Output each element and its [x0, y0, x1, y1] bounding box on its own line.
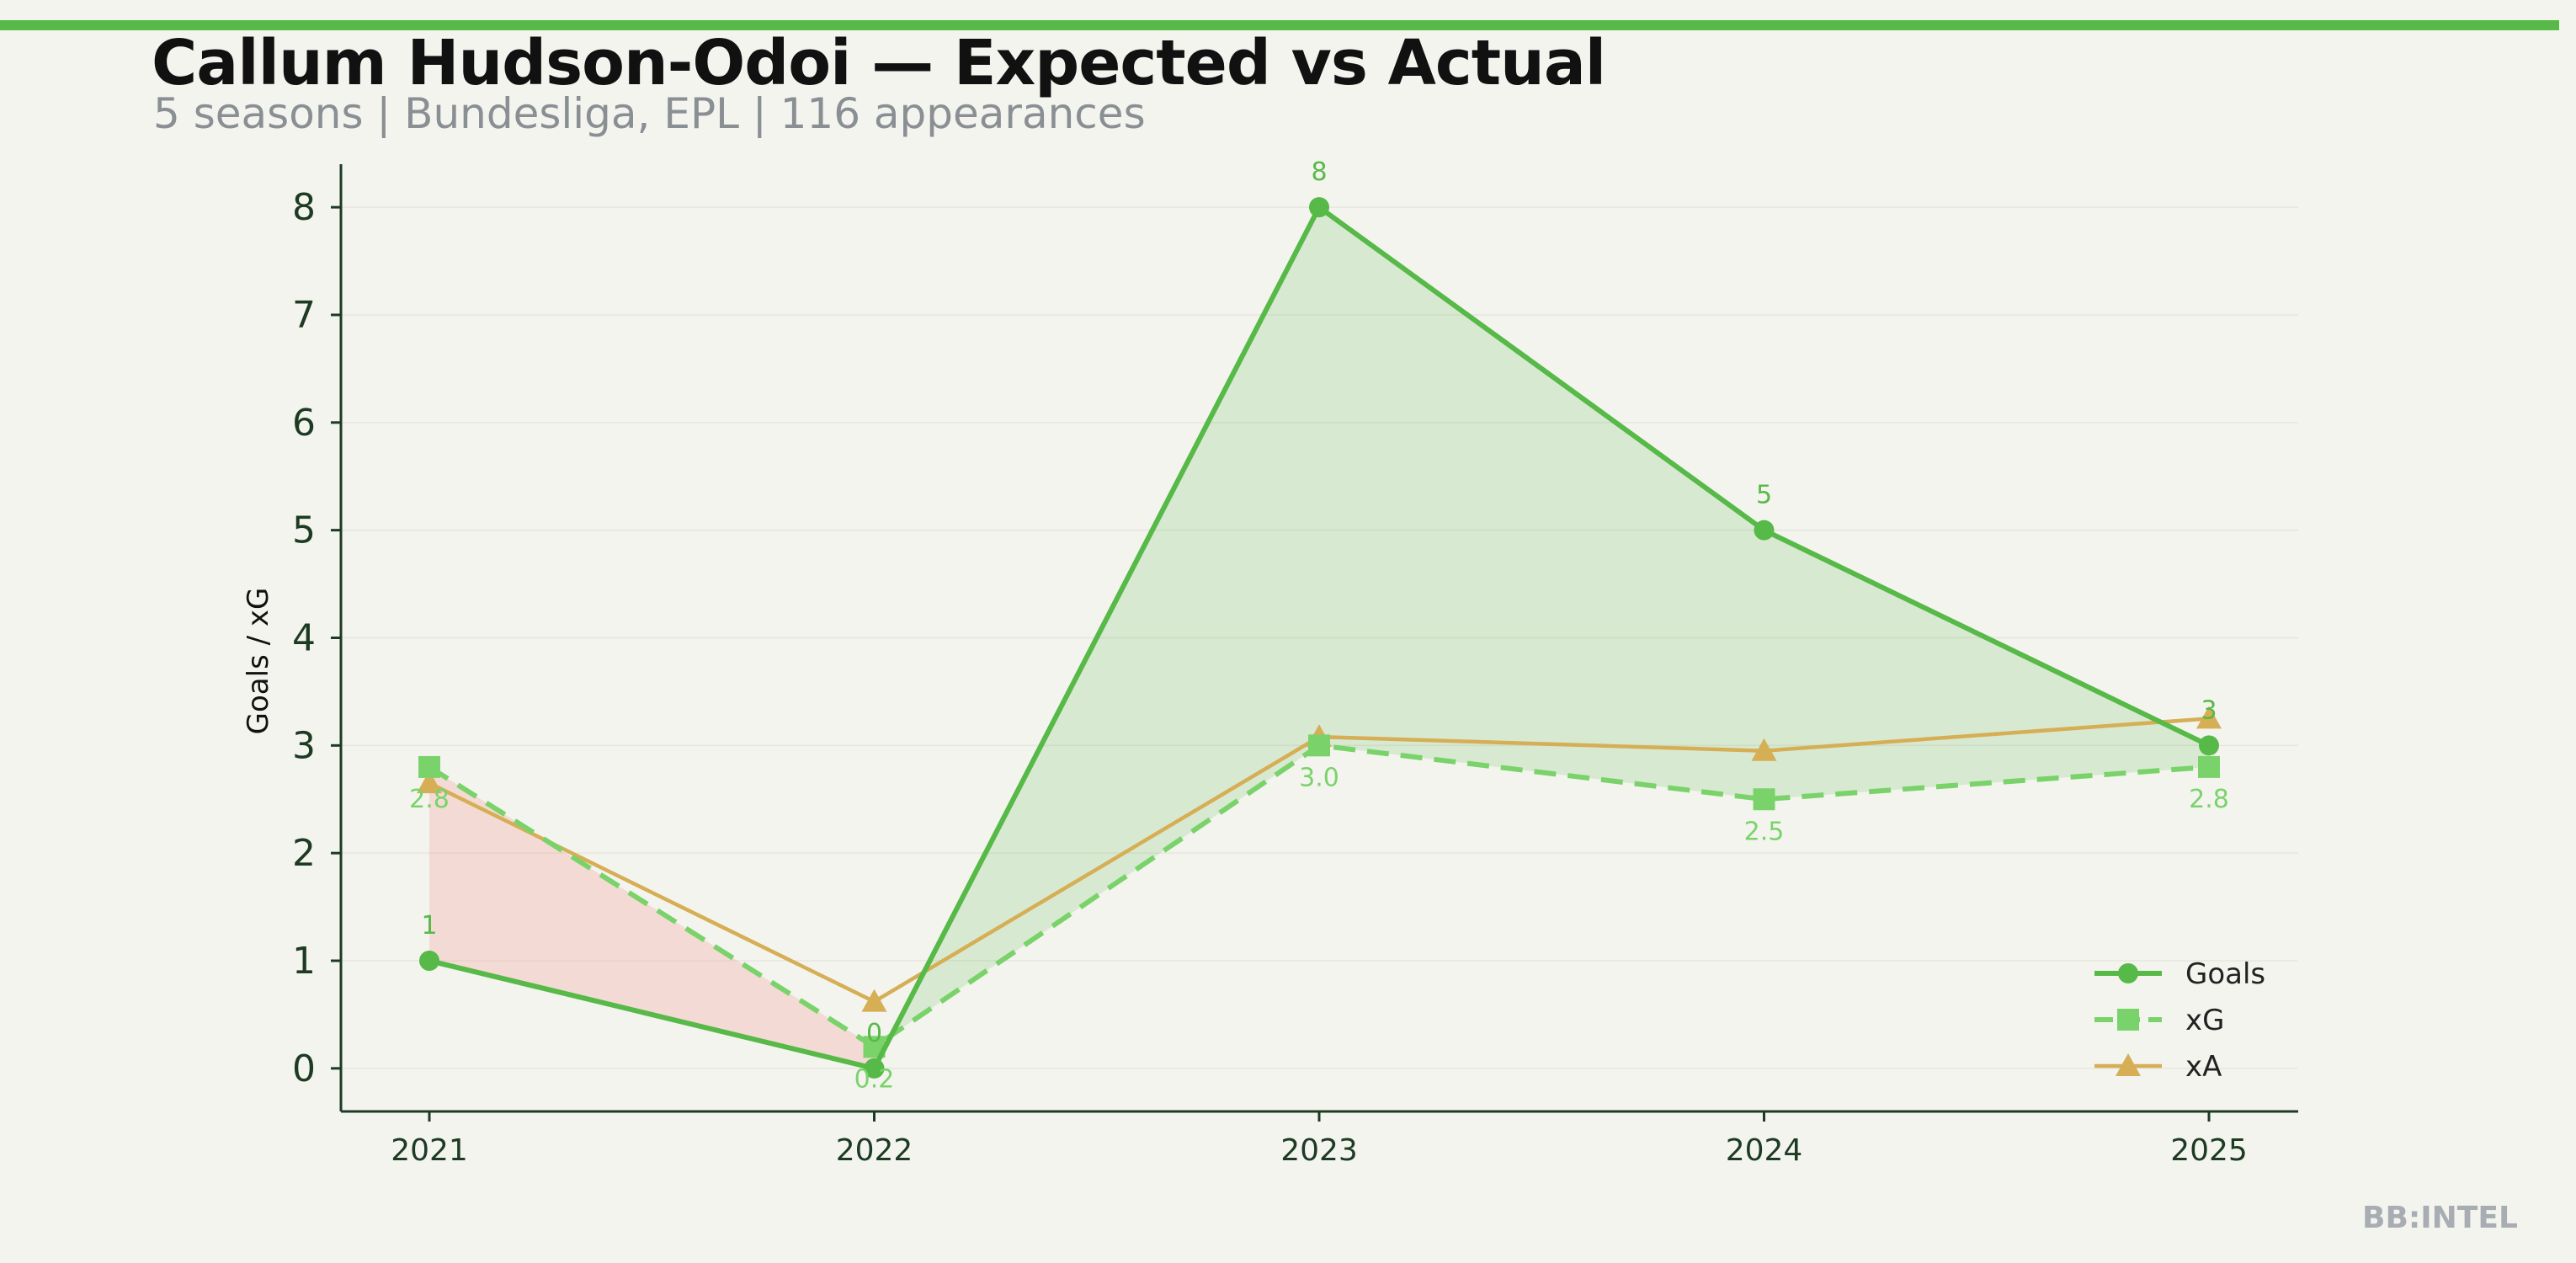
x-tick-label: 2024 [1726, 1133, 1803, 1168]
xg-point [418, 755, 440, 778]
legend-xg-label: xG [2185, 1004, 2224, 1037]
y-tick-label: 7 [292, 294, 316, 337]
y-tick-label: 6 [292, 402, 316, 445]
overperformance-area [1319, 207, 1764, 800]
xg-data-label: 0.2 [854, 1064, 895, 1094]
goals-point [864, 1058, 885, 1079]
y-tick-label: 2 [292, 832, 316, 875]
x-tick-label: 2025 [2170, 1133, 2248, 1168]
goals-point [1754, 520, 1775, 541]
goals-data-label: 0 [866, 1019, 882, 1048]
data-labels: 1 0 8 5 3 2.8 0.2 3.0 2.5 2.8 [409, 157, 2229, 1094]
y-tick-label: 0 [292, 1047, 316, 1090]
overperformance-area [1764, 530, 2209, 800]
goals-data-label: 1 [421, 911, 437, 941]
xg-point [1308, 734, 1330, 757]
chart-legend: Goals xG xA [2094, 957, 2265, 1084]
xa-point [1751, 738, 1777, 761]
legend-xg-marker [2117, 1009, 2139, 1031]
underperformance-area [429, 766, 875, 1068]
y-axis-title: Goals / xG [242, 588, 275, 735]
series-lines [417, 197, 2222, 1079]
legend-goals-label: Goals [2185, 957, 2265, 991]
x-tick-label: 2022 [836, 1133, 913, 1168]
y-tick-label: 1 [292, 940, 316, 983]
goals-data-label: 3 [2201, 695, 2217, 725]
y-tick-label: 4 [292, 617, 316, 660]
chart-title: Callum Hudson-Odoi — Expected vs Actual [152, 27, 1606, 99]
goals-data-label: 8 [1311, 157, 1327, 187]
legend-xa-label: xA [2185, 1050, 2222, 1084]
xa-point [417, 770, 442, 794]
xg-point [2198, 755, 2220, 778]
accent-top-bar [0, 20, 2559, 30]
y-tick-label: 3 [292, 724, 316, 767]
goals-point [2199, 735, 2219, 756]
x-tick-label: 2023 [1280, 1133, 1358, 1168]
legend-goals-marker [2118, 963, 2138, 983]
xg-data-label: 2.8 [409, 785, 450, 814]
chart-subtitle: 5 seasons | Bundesliga, EPL | 116 appear… [153, 89, 1146, 138]
goals-point [1309, 197, 1329, 218]
legend-xa-marker [2116, 1053, 2141, 1076]
xa-point [2196, 706, 2222, 729]
xg-data-label: 2.8 [2189, 785, 2229, 814]
x-tick-label: 2021 [391, 1133, 468, 1168]
y-tick-label: 5 [292, 509, 316, 552]
axes: 0 1 2 3 4 5 6 7 8 2021 2022 2023 2024 2025 [292, 164, 2298, 1168]
brand-watermark: BB:INTEL [2362, 1201, 2518, 1235]
xg-point [1753, 788, 1775, 811]
goals-point [419, 951, 439, 972]
y-tick-label: 8 [292, 186, 316, 229]
xa-point [861, 989, 887, 1012]
goals-data-label: 5 [1756, 481, 1772, 510]
xg-data-label: 3.0 [1299, 763, 1339, 792]
xg-data-label: 2.5 [1744, 817, 1785, 846]
